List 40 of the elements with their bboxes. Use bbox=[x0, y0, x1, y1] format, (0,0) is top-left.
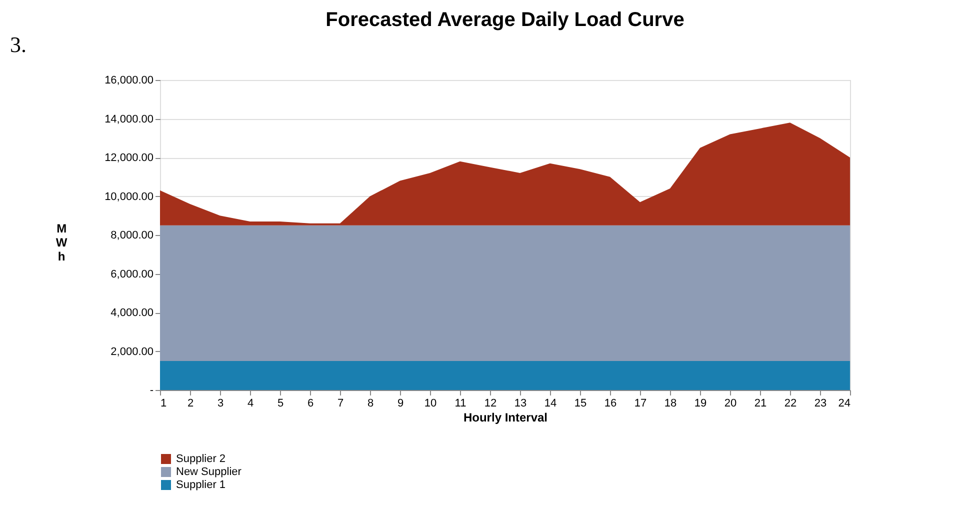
legend-label: Supplier 1 bbox=[176, 479, 226, 491]
x-tick-label: 15 bbox=[574, 398, 587, 410]
chart-title: Forecasted Average Daily Load Curve bbox=[326, 9, 684, 31]
y-tick-label: 6,000.00 bbox=[110, 268, 154, 280]
x-tick-label: 20 bbox=[724, 398, 737, 410]
x-tick-label: 17 bbox=[634, 398, 647, 410]
x-tick-label: 13 bbox=[514, 398, 527, 410]
x-tick-label: 16 bbox=[604, 398, 617, 410]
x-tick-label: 18 bbox=[664, 398, 677, 410]
x-axis-title: Hourly Interval bbox=[463, 410, 548, 424]
y-tick-label: 14,000.00 bbox=[104, 113, 154, 126]
x-tick-label: 23 bbox=[814, 398, 827, 410]
legend-label: New Supplier bbox=[176, 466, 242, 478]
y-tick-label: 4,000.00 bbox=[110, 307, 154, 319]
x-tick-label: 9 bbox=[397, 398, 404, 410]
x-tick-label: 4 bbox=[247, 398, 254, 410]
y-tick-label: 2,000.00 bbox=[110, 346, 154, 358]
x-tick-label: 5 bbox=[277, 398, 284, 410]
legend-label: Supplier 2 bbox=[176, 453, 226, 465]
x-tick-label: 1 bbox=[160, 398, 167, 410]
y-axis-title: MWh bbox=[56, 222, 68, 264]
x-tick-label: 7 bbox=[337, 398, 344, 410]
y-tick-label: - bbox=[150, 384, 154, 396]
x-tick-label: 12 bbox=[484, 398, 497, 410]
x-tick-label: 11 bbox=[454, 398, 466, 410]
x-tick-label: 8 bbox=[367, 398, 374, 410]
y-tick-label: 8,000.00 bbox=[110, 230, 154, 242]
text: 3. bbox=[10, 32, 26, 57]
y-tick-label: 16,000.00 bbox=[104, 74, 154, 86]
x-tick-label: 10 bbox=[424, 398, 437, 410]
x-tick-label: 22 bbox=[784, 398, 797, 410]
x-tick-label: 21 bbox=[754, 398, 767, 410]
x-tick-label: 14 bbox=[544, 398, 557, 410]
x-tick-label: 19 bbox=[694, 398, 707, 410]
y-tick-label: 12,000.00 bbox=[104, 152, 154, 164]
x-tick-label: 6 bbox=[307, 398, 314, 410]
x-tick-label: 2 bbox=[187, 398, 194, 410]
x-tick-label: 24 bbox=[838, 398, 850, 410]
x-tick-label: 3 bbox=[217, 398, 224, 410]
y-tick-label: 10,000.00 bbox=[104, 190, 154, 203]
